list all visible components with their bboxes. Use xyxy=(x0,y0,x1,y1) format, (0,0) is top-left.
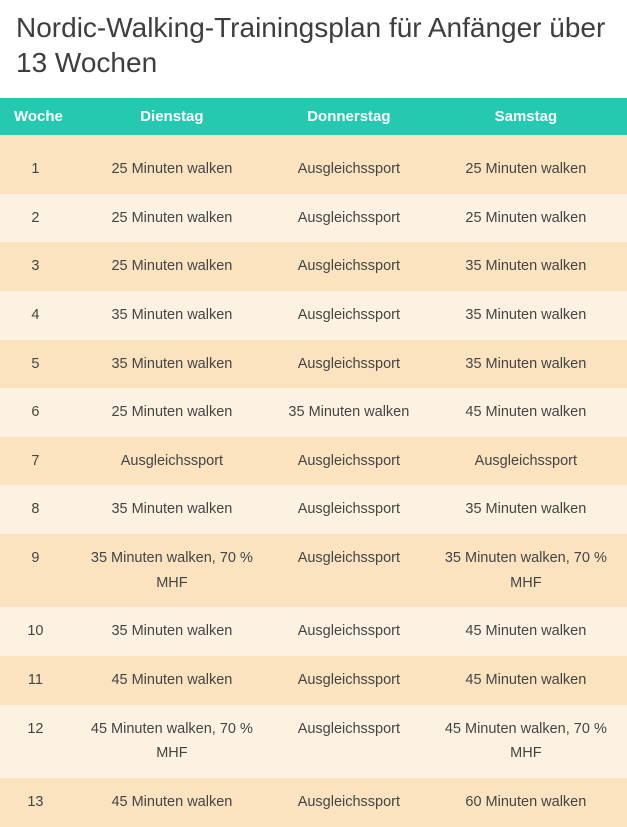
cell-tuesday: 35 Minuten walken xyxy=(71,607,273,656)
cell-saturday: 35 Minuten walken xyxy=(425,485,627,534)
cell-tuesday: 35 Minuten walken xyxy=(71,291,273,340)
cell-thursday: Ausgleichssport xyxy=(273,242,425,291)
cell-thursday: Ausgleichssport xyxy=(273,437,425,486)
cell-thursday: 35 Minuten walken xyxy=(273,388,425,437)
cell-thursday: Ausgleichssport xyxy=(273,778,425,827)
training-plan-table: Woche Dienstag Donnerstag Samstag 125 Mi… xyxy=(0,98,627,827)
cell-tuesday: 45 Minuten walken xyxy=(71,656,273,705)
cell-week: 5 xyxy=(0,340,71,389)
cell-saturday: 25 Minuten walken xyxy=(425,194,627,243)
table-row: 625 Minuten walken35 Minuten walken45 Mi… xyxy=(0,388,627,437)
table-row: 325 Minuten walkenAusgleichssport35 Minu… xyxy=(0,242,627,291)
cell-tuesday: 45 Minuten walken xyxy=(71,778,273,827)
cell-week: 9 xyxy=(0,534,71,607)
cell-week: 6 xyxy=(0,388,71,437)
cell-thursday: Ausgleichssport xyxy=(273,534,425,607)
col-header-tuesday: Dienstag xyxy=(71,98,273,135)
cell-saturday: 45 Minuten walken xyxy=(425,607,627,656)
cell-week: 1 xyxy=(0,145,71,194)
cell-tuesday: 35 Minuten walken xyxy=(71,340,273,389)
cell-tuesday: 35 Minuten walken xyxy=(71,485,273,534)
col-header-week: Woche xyxy=(0,98,71,135)
cell-thursday: Ausgleichssport xyxy=(273,194,425,243)
cell-week: 13 xyxy=(0,778,71,827)
table-row: 7AusgleichssportAusgleichssportAusgleich… xyxy=(0,437,627,486)
cell-thursday: Ausgleichssport xyxy=(273,705,425,778)
cell-thursday: Ausgleichssport xyxy=(273,656,425,705)
cell-tuesday: 25 Minuten walken xyxy=(71,145,273,194)
cell-tuesday: 25 Minuten walken xyxy=(71,194,273,243)
cell-thursday: Ausgleichssport xyxy=(273,145,425,194)
cell-saturday: 45 Minuten walken, 70 % MHF xyxy=(425,705,627,778)
cell-saturday: 60 Minuten walken xyxy=(425,778,627,827)
cell-tuesday: 25 Minuten walken xyxy=(71,242,273,291)
cell-saturday: 35 Minuten walken xyxy=(425,340,627,389)
table-row: 535 Minuten walkenAusgleichssport35 Minu… xyxy=(0,340,627,389)
table-row: 935 Minuten walken, 70 % MHFAusgleichssp… xyxy=(0,534,627,607)
col-header-thursday: Donnerstag xyxy=(273,98,425,135)
table-row: 1035 Minuten walkenAusgleichssport45 Min… xyxy=(0,607,627,656)
cell-week: 7 xyxy=(0,437,71,486)
cell-thursday: Ausgleichssport xyxy=(273,485,425,534)
cell-week: 10 xyxy=(0,607,71,656)
cell-week: 2 xyxy=(0,194,71,243)
cell-tuesday: 45 Minuten walken, 70 % MHF xyxy=(71,705,273,778)
table-row: 225 Minuten walkenAusgleichssport25 Minu… xyxy=(0,194,627,243)
cell-week: 8 xyxy=(0,485,71,534)
cell-week: 11 xyxy=(0,656,71,705)
table-spacer-row xyxy=(0,135,627,145)
cell-week: 3 xyxy=(0,242,71,291)
cell-tuesday: Ausgleichssport xyxy=(71,437,273,486)
table-row: 1245 Minuten walken, 70 % MHFAusgleichss… xyxy=(0,705,627,778)
cell-thursday: Ausgleichssport xyxy=(273,340,425,389)
page-title: Nordic-Walking-Trainingsplan für Anfänge… xyxy=(0,0,627,98)
cell-saturday: 25 Minuten walken xyxy=(425,145,627,194)
table-header-row: Woche Dienstag Donnerstag Samstag xyxy=(0,98,627,135)
cell-saturday: 45 Minuten walken xyxy=(425,388,627,437)
cell-saturday: 35 Minuten walken xyxy=(425,291,627,340)
cell-saturday: 35 Minuten walken, 70 % MHF xyxy=(425,534,627,607)
table-row: 1145 Minuten walkenAusgleichssport45 Min… xyxy=(0,656,627,705)
table-row: 1345 Minuten walkenAusgleichssport60 Min… xyxy=(0,778,627,827)
cell-saturday: 45 Minuten walken xyxy=(425,656,627,705)
cell-thursday: Ausgleichssport xyxy=(273,607,425,656)
cell-thursday: Ausgleichssport xyxy=(273,291,425,340)
table-row: 125 Minuten walkenAusgleichssport25 Minu… xyxy=(0,145,627,194)
cell-tuesday: 35 Minuten walken, 70 % MHF xyxy=(71,534,273,607)
table-row: 835 Minuten walkenAusgleichssport35 Minu… xyxy=(0,485,627,534)
cell-saturday: Ausgleichssport xyxy=(425,437,627,486)
table-row: 435 Minuten walkenAusgleichssport35 Minu… xyxy=(0,291,627,340)
cell-week: 12 xyxy=(0,705,71,778)
col-header-saturday: Samstag xyxy=(425,98,627,135)
cell-saturday: 35 Minuten walken xyxy=(425,242,627,291)
cell-week: 4 xyxy=(0,291,71,340)
cell-tuesday: 25 Minuten walken xyxy=(71,388,273,437)
